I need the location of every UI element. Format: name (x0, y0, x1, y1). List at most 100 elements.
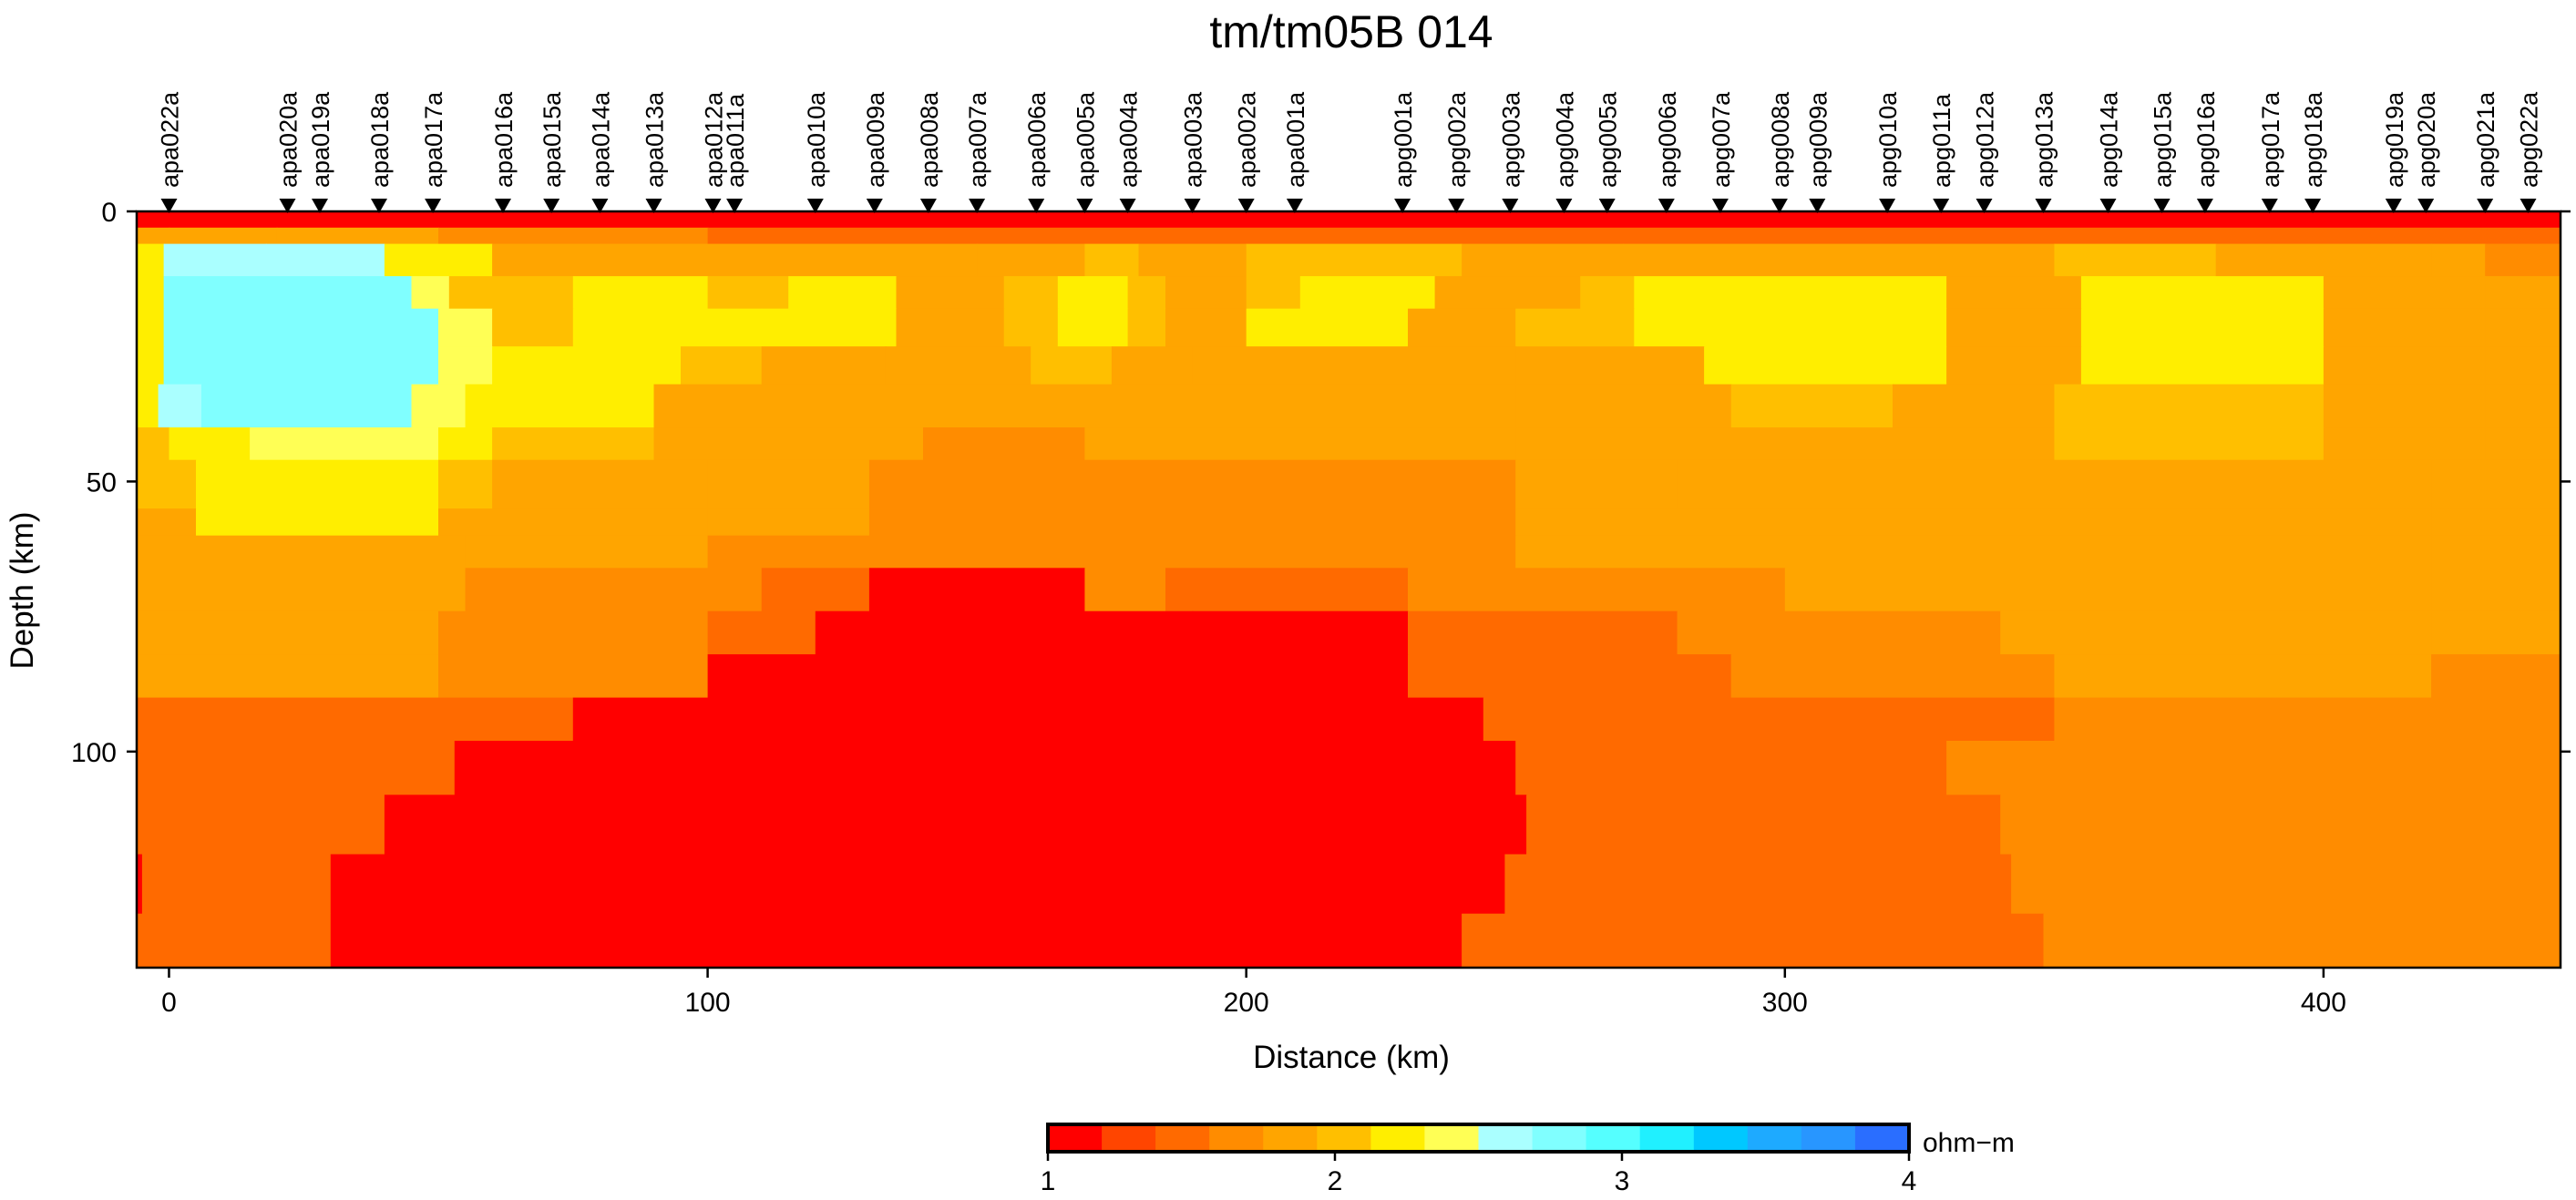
heatmap-cell (761, 346, 887, 385)
station-label: apg021a (2472, 91, 2499, 188)
y-tick-label: 0 (101, 198, 117, 228)
heatmap-cell (2080, 308, 2325, 347)
heatmap-cell (572, 697, 1484, 742)
heatmap-cell (707, 227, 2561, 245)
heatmap-cell (707, 508, 870, 537)
heatmap-cell (330, 854, 1506, 915)
heatmap-cell (465, 568, 763, 612)
heatmap-cell (492, 427, 655, 461)
heatmap-cell (1408, 308, 1516, 347)
heatmap-cell (977, 243, 1086, 277)
heatmap-cell (465, 384, 655, 428)
heatmap-cell (492, 346, 682, 385)
heatmap-cell (2000, 610, 2432, 655)
station-label: apa008a (916, 91, 943, 188)
heatmap-cell (1408, 654, 1732, 699)
heatmap-cell (761, 568, 870, 612)
heatmap-cell (1165, 276, 1247, 310)
station-marker (543, 199, 560, 213)
heatmap-cell (761, 308, 898, 347)
colorbar-swatch (1424, 1124, 1480, 1152)
station-label: apa006a (1023, 91, 1051, 188)
heatmap-cell (137, 243, 165, 277)
station-label: apg012a (1972, 91, 1999, 188)
heatmap-cell (330, 913, 1462, 969)
heatmap-cell (384, 795, 1527, 856)
heatmap-cell (1084, 427, 1517, 461)
station-label: apa013a (641, 91, 669, 188)
station-marker (969, 199, 986, 213)
heatmap-cell (2485, 308, 2561, 347)
station-label: apa020a (275, 91, 303, 188)
heatmap-cell (885, 346, 1031, 385)
station-marker (1809, 199, 1826, 213)
colorbar-swatch (1048, 1124, 1103, 1152)
station-marker (1933, 199, 1950, 213)
heatmap-cell (1569, 568, 1786, 612)
station-label: apg019a (2381, 91, 2408, 188)
heatmap-cell (1580, 276, 1636, 310)
colorbar-swatch (1532, 1124, 1587, 1152)
heatmap-cell (1165, 568, 1409, 612)
station-label: apa017a (420, 91, 447, 188)
heatmap-cell (572, 276, 709, 310)
heatmap-cell (707, 535, 924, 569)
colorbar-tick-label: 4 (1902, 1166, 1917, 1196)
heatmap-cell (707, 308, 763, 347)
heatmap-cell (1634, 276, 1947, 310)
station-label: apg009a (1804, 91, 1832, 188)
heatmap-cell (2323, 308, 2486, 347)
heatmap-cell (1246, 243, 1462, 277)
station-label: apa011a (722, 93, 749, 188)
heatmap-cell (1462, 243, 1625, 277)
heatmap-cell (868, 568, 1086, 612)
station-label: apg016a (2192, 91, 2220, 188)
heatmap-cell (2431, 568, 2561, 612)
heatmap-cell (137, 211, 2561, 229)
station-label: apa007a (964, 91, 991, 188)
heatmap-cell (2485, 276, 2561, 310)
station-marker (1286, 199, 1303, 213)
heatmap-cell (265, 243, 385, 277)
station-marker (425, 199, 442, 213)
station-marker (919, 199, 937, 213)
station-marker (645, 199, 662, 213)
heatmap-cell (1057, 308, 1129, 347)
heatmap-cell (438, 308, 493, 347)
station-label: apg002a (1443, 91, 1471, 188)
colorbar-swatch (1586, 1124, 1641, 1152)
heatmap-cell (1057, 276, 1129, 310)
heatmap-cell (137, 610, 439, 655)
heatmap-cell (137, 227, 170, 245)
heatmap-cell (923, 427, 1086, 461)
heatmap-cell (868, 459, 1516, 509)
station-marker (160, 199, 178, 213)
station-label: apg004a (1551, 91, 1578, 188)
station-label: apa016a (490, 91, 518, 188)
station-marker (1711, 199, 1729, 213)
colorbar-swatch (1263, 1124, 1318, 1152)
heatmap-cell (1504, 854, 2012, 915)
station-marker (495, 199, 511, 213)
station-label: apg005a (1595, 91, 1622, 188)
heatmap-cell (1634, 308, 1947, 347)
heatmap-cell (896, 276, 1005, 310)
heatmap-cell (137, 384, 159, 428)
heatmap-cell (2431, 535, 2561, 569)
heatmap-cell (2215, 243, 2432, 277)
heatmap-cell (1031, 346, 1113, 385)
station-marker (1879, 199, 1896, 213)
heatmap-cell (200, 384, 413, 428)
heatmap-cell (868, 384, 1516, 428)
station-marker (806, 199, 824, 213)
heatmap-cell (2323, 346, 2486, 385)
colorbar-swatch (1801, 1124, 1856, 1152)
heatmap-cell (454, 741, 1517, 796)
colorbar-swatch (1102, 1124, 1156, 1152)
heatmap-cell (1434, 276, 1581, 310)
heatmap-cell (1462, 913, 2045, 969)
heatmap-cell (137, 508, 197, 537)
heatmap-cell (1526, 795, 2002, 856)
station-label: apa004a (1115, 91, 1143, 188)
heatmap-cell (896, 308, 1005, 347)
